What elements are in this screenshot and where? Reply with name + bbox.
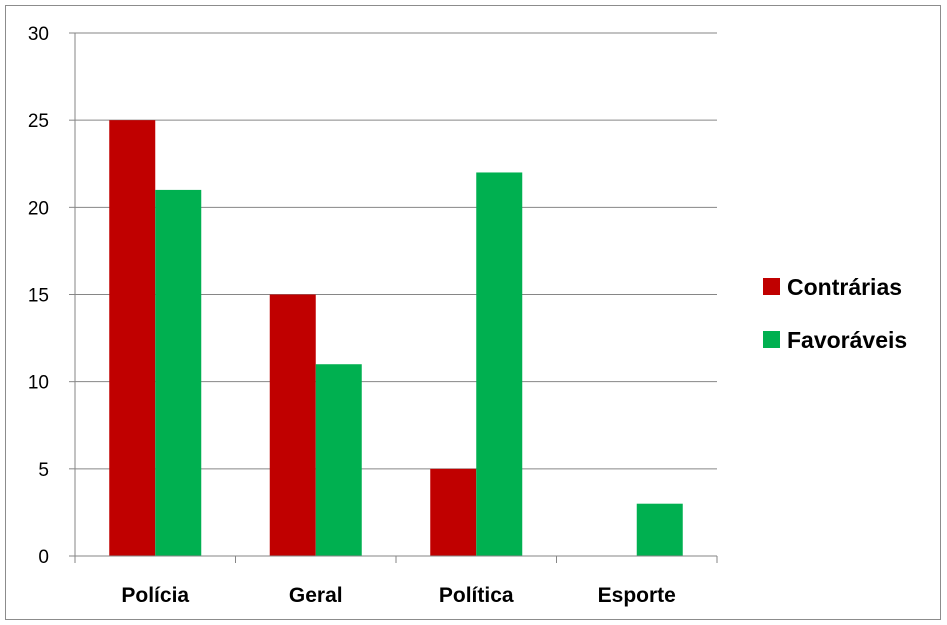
bars: [109, 120, 683, 557]
y-tick-label: 15: [28, 286, 49, 307]
axes: [69, 32, 718, 563]
legend: Contrárias Favoráveis: [763, 274, 907, 353]
x-tick-labels: Polícia Geral Política Esporte: [121, 584, 675, 607]
bar-contrarias-1: [269, 294, 316, 556]
bar-contrarias-0: [109, 120, 156, 557]
y-tick-label: 0: [38, 547, 49, 568]
bar-contrarias-2: [430, 468, 477, 556]
y-tick-label: 5: [38, 460, 49, 481]
x-tick-label: Esporte: [598, 584, 676, 607]
y-tick-labels: 0 5 10 15 20 25 30: [28, 24, 49, 568]
bar-favoraveis-1: [315, 364, 362, 556]
y-tick-label: 10: [28, 373, 49, 394]
bar-favoraveis-3: [636, 503, 683, 556]
bar-favoraveis-2: [476, 172, 523, 556]
y-tick-label: 30: [28, 24, 49, 45]
y-tick-label: 20: [28, 198, 49, 219]
x-tick-label: Geral: [289, 584, 343, 607]
legend-swatch: [763, 278, 780, 295]
legend-swatch: [763, 331, 780, 348]
y-tick-label: 25: [28, 111, 49, 132]
x-tick-label: Polícia: [121, 584, 189, 607]
bar-favoraveis-0: [155, 189, 202, 556]
legend-label: Contrárias: [787, 274, 902, 300]
x-tick-label: Política: [439, 584, 514, 607]
legend-label: Favoráveis: [787, 327, 907, 353]
